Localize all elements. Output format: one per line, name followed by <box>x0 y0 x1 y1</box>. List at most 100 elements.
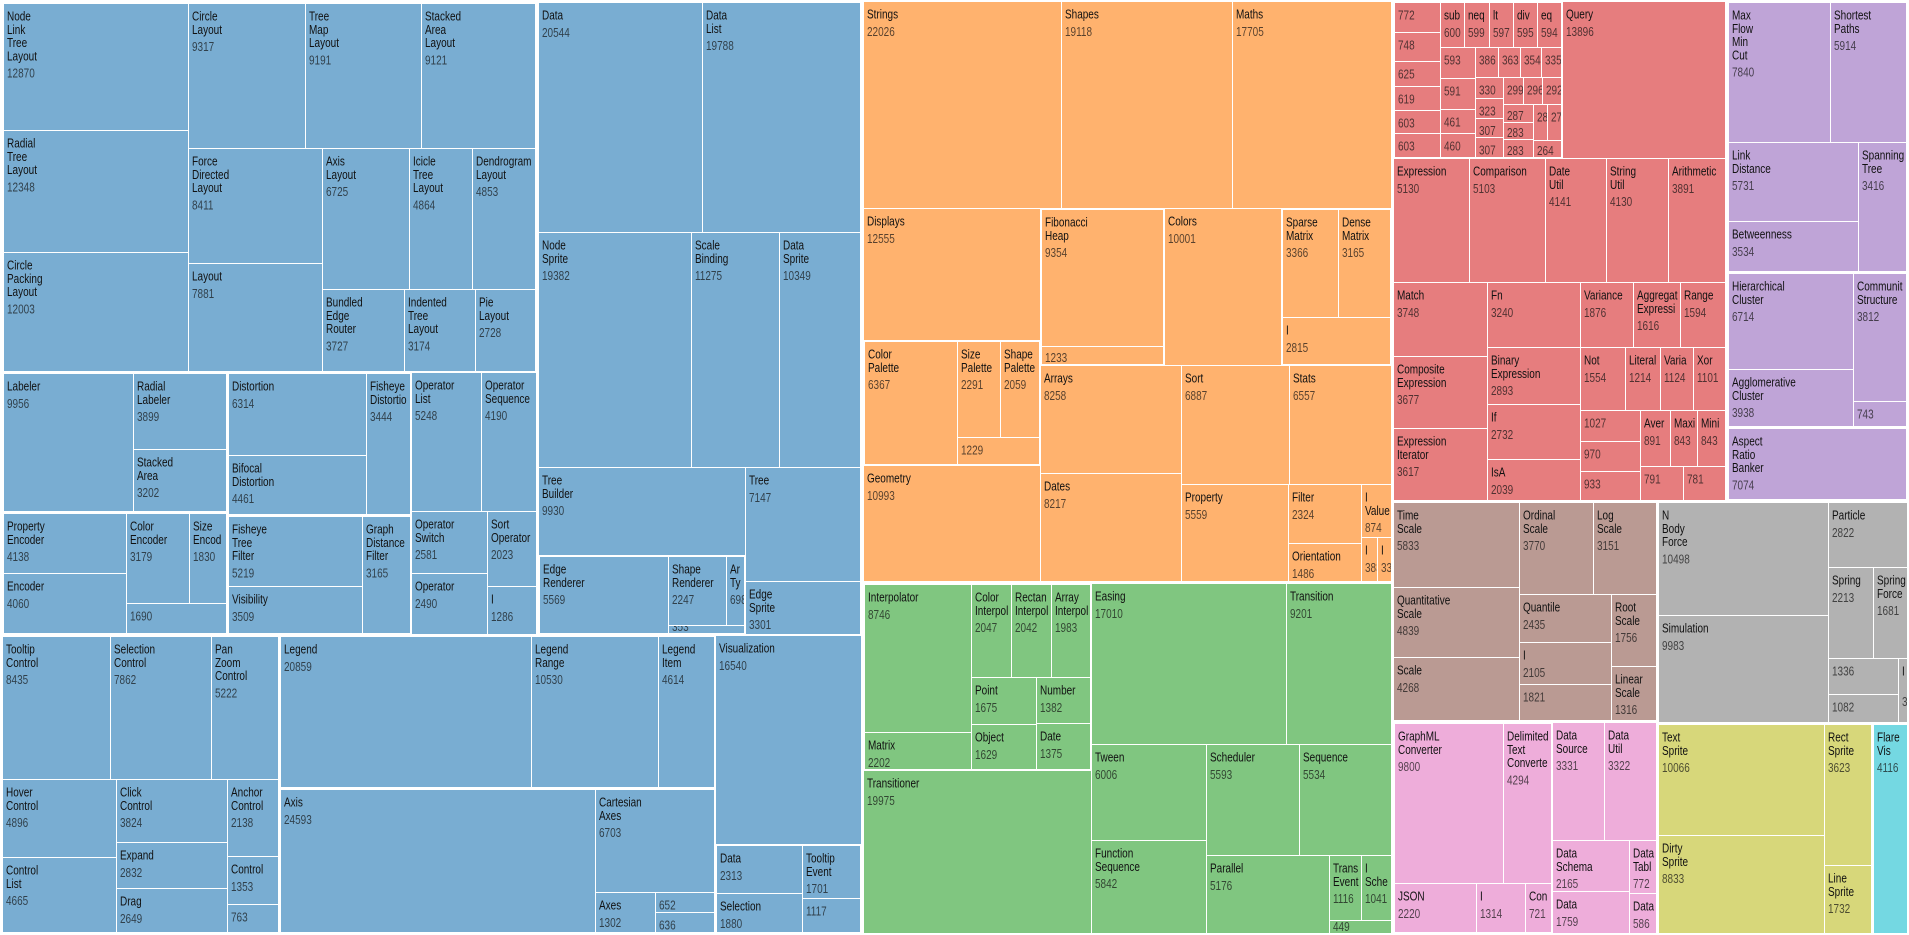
treemap-cell[interactable]: GraphDistanceFilterGraph Distance Filter 31… <box>363 517 410 633</box>
treemap-cell[interactable]: ArraysArrays 8258 <box>1041 366 1181 473</box>
treemap-cell[interactable]: FisheyeTreeFilterFisheye Tree Filter 5219 <box>229 517 362 586</box>
treemap-cell[interactable]: DragForce1082 <box>1829 695 1898 722</box>
treemap-cell[interactable]: PropertyProperty 5559 <box>1182 485 1288 581</box>
treemap-cell[interactable]: CartesianAxesCartesian Axes 6703 <box>596 790 714 892</box>
treemap-cell[interactable]: ControlListControl List 4665 <box>3 858 116 932</box>
treemap-cell[interactable]: isa461 <box>1441 110 1475 133</box>
treemap-cell[interactable]: QuantitativeScaleQuantitative Scale 4839 <box>1394 588 1519 657</box>
treemap-cell[interactable]: TransitionerTransitioner 19975 <box>864 771 1091 933</box>
treemap-cell[interactable]: SpanningTreeSpanning Tree 3416 <box>1859 143 1906 271</box>
treemap-cell[interactable]: LiteralLiteral 1214 <box>1626 348 1660 410</box>
treemap-cell[interactable]: EasingEasing 17010 <box>1092 584 1286 744</box>
treemap-cell[interactable]: max283 <box>1504 123 1533 140</box>
treemap-cell[interactable]: XorXor 1101 <box>1694 348 1725 410</box>
treemap-cell[interactable]: ShapeRendererShape Renderer 2247 <box>669 557 726 625</box>
treemap-cell[interactable]: ArrayInterpolatorArray Interpol 1983 <box>1052 585 1090 677</box>
treemap-cell[interactable]: StringUtilString Util 4130 <box>1607 159 1668 282</box>
treemap-cell[interactable]: ltlt 597 <box>1490 3 1513 47</box>
treemap-cell[interactable]: TextSpriteText Sprite 10066 <box>1659 725 1824 835</box>
treemap-cell[interactable]: OrientationOrientation 1486 <box>1289 544 1361 581</box>
treemap-cell[interactable]: OperatorSequenceOperator Sequence 4190 <box>482 373 536 511</box>
treemap-cell[interactable]: AxisGridLine652 <box>656 893 714 913</box>
treemap-cell[interactable]: RectSpriteRect Sprite 3623 <box>1825 725 1871 865</box>
treemap-cell[interactable]: SimulationSimulation 9983 <box>1659 616 1828 722</box>
treemap-cell[interactable]: OperatorListOperator List 5248 <box>412 373 481 511</box>
treemap-cell[interactable]: LinearScaleLinear Scale 1316 <box>1612 667 1656 720</box>
treemap-cell[interactable]: ScaleBindingScale Binding 11275 <box>692 233 779 467</box>
treemap-cell[interactable]: SortSort 6887 <box>1182 366 1289 484</box>
treemap-cell[interactable]: TooltipControlTooltip Control 8435 <box>3 637 110 779</box>
treemap-cell[interactable]: BetweennessCentralityBetweenness 3534 <box>1729 222 1858 271</box>
treemap-cell[interactable]: LegendItemLegend Item 4614 <box>659 637 714 787</box>
treemap-cell[interactable]: TreeBuilderTree Builder 9930 <box>539 468 745 555</box>
treemap-cell[interactable]: Or970 <box>1581 442 1640 471</box>
treemap-cell[interactable]: ColorEncoderColor Encoder 3179 <box>127 514 189 603</box>
treemap-cell[interactable]: SizePaletteSize Palette 2291 <box>958 342 1000 437</box>
treemap-cell[interactable]: DataEventData 2313 <box>717 846 802 893</box>
treemap-cell[interactable]: DelimitedTextConverterDelimited Text Conve… <box>1504 724 1551 883</box>
treemap-cell[interactable]: VariableVaria 1124 <box>1661 348 1693 410</box>
treemap-cell[interactable]: gt603 <box>1395 111 1440 133</box>
treemap-cell[interactable]: ShapeEncoder1690 <box>127 604 226 633</box>
treemap-cell[interactable]: FunctionSequenceFunction Sequence 5842 <box>1092 841 1206 933</box>
treemap-cell[interactable]: divdiv 595 <box>1514 3 1537 47</box>
treemap-cell[interactable]: xor 354 <box>1521 48 1541 77</box>
treemap-cell[interactable]: LinkDistanceLink Distance 5731 <box>1729 143 1858 221</box>
treemap-cell[interactable]: SchedulerScheduler 5593 <box>1207 745 1299 855</box>
treemap-cell[interactable]: SequenceSequence 5534 <box>1300 745 1391 855</box>
treemap-cell[interactable]: AxisAxis 24593 <box>281 790 595 932</box>
treemap-cell[interactable]: where299 <box>1504 78 1524 104</box>
treemap-cell[interactable]: FilterFilter 2324 <box>1289 485 1361 543</box>
treemap-cell[interactable]: DateInterpolatorDate 1375 <box>1037 724 1090 769</box>
treemap-cell[interactable]: OrdinalScaleOrdinal Scale 3770 <box>1520 503 1593 594</box>
treemap-cell[interactable]: VarianceVariance 1876 <box>1581 283 1633 347</box>
treemap-cell[interactable]: VisibilityFilterVisibility 3509 <box>229 587 362 633</box>
treemap-cell[interactable]: NBodyForceN Body Force 10498 <box>1659 503 1828 615</box>
treemap-cell[interactable]: ShapePaletteShape Palette 2059 <box>1001 342 1039 437</box>
treemap-cell[interactable]: TransitionEventTrans Event 1116 <box>1330 856 1361 920</box>
treemap-cell[interactable]: TooltipEventTooltip Event 1701 <box>803 846 860 898</box>
treemap-cell[interactable]: InterpolatorInterpolator 8746 <box>865 585 971 732</box>
treemap-cell[interactable]: IControl763 <box>228 905 278 932</box>
treemap-cell[interactable]: SortOperatorSort Operator 2023 <box>488 512 536 586</box>
treemap-cell[interactable]: AgglomerativeClusterAgglomerative Cluster… <box>1729 370 1853 426</box>
treemap-cell[interactable]: LegendLegend 20859 <box>281 637 531 787</box>
treemap-cell[interactable]: DataTableData Tabl 772 <box>1630 841 1656 893</box>
treemap-cell[interactable]: MatchMatch 3748 <box>1394 283 1487 356</box>
treemap-cell[interactable]: ConvertersCon 721 <box>1526 884 1551 932</box>
treemap-cell[interactable]: LegendRangeLegend Range 10530 <box>532 637 658 787</box>
treemap-cell[interactable]: RadialLabelerRadial Labeler 3899 <box>134 374 226 449</box>
treemap-cell[interactable]: MergeEdge743 <box>1854 402 1906 426</box>
treemap-cell[interactable]: GraphMLConverterGraphML Converter 9800 <box>1395 724 1503 883</box>
treemap-cell[interactable]: IRenderer353 <box>669 621 744 634</box>
treemap-cell[interactable]: IDataConverterI 1314 <box>1477 884 1525 932</box>
treemap-cell[interactable]: mod591 <box>1441 79 1475 109</box>
treemap-cell[interactable]: IEvaluableI 335 <box>1378 538 1398 581</box>
treemap-cell[interactable]: EdgeSpriteEdge Sprite 3301 <box>746 582 860 634</box>
treemap-cell[interactable]: fn460 <box>1441 134 1475 157</box>
treemap-cell[interactable]: StackedAreaLabelerStacked Area 3202 <box>134 450 226 511</box>
treemap-cell[interactable]: count277 <box>1548 105 1568 140</box>
treemap-cell[interactable]: Sum791 <box>1641 467 1683 500</box>
treemap-cell[interactable]: AggregateExpressionAggregat Expressi 1616 <box>1634 283 1680 347</box>
treemap-cell[interactable]: GeometryGeometry 10993 <box>864 466 1040 581</box>
treemap-cell[interactable]: VisualizationEvent1117 <box>803 899 860 932</box>
treemap-cell[interactable]: SparseMatrixSparse Matrix 3366 <box>1283 210 1338 317</box>
treemap-cell[interactable]: IfIf 2732 <box>1488 405 1580 459</box>
treemap-cell[interactable]: HeapNode1233 <box>1042 347 1163 365</box>
treemap-cell[interactable]: update307 <box>1476 138 1503 158</box>
treemap-cell[interactable]: IMatrixI 2815 <box>1283 318 1390 364</box>
treemap-cell[interactable]: StringsStrings 22026 <box>864 2 1061 208</box>
treemap-cell[interactable]: LabelerLabeler 9956 <box>4 374 133 511</box>
treemap-cell[interactable]: PropertyEncoderProperty Encoder 4138 <box>4 514 126 573</box>
treemap-cell[interactable]: JSONConverterJSON 2220 <box>1395 884 1476 932</box>
treemap-cell[interactable]: or323 <box>1476 99 1503 119</box>
treemap-cell[interactable]: SelectionControlSelection Control 7862 <box>111 637 211 779</box>
treemap-cell[interactable]: Pause449 <box>1330 921 1391 934</box>
treemap-cell[interactable]: FibonacciHeapFibonacci Heap 9354 <box>1042 210 1163 346</box>
treemap-cell[interactable]: SelectionEventSelection 1880 <box>717 894 802 932</box>
treemap-cell[interactable]: DendrogramLayoutDendrogram Layout 4853 <box>473 149 535 289</box>
treemap-cell[interactable]: EdgeRendererEdge Renderer 5569 <box>540 557 668 633</box>
treemap-cell[interactable]: RectangleInterpolatorRectan Interpol 2042 <box>1012 585 1051 677</box>
treemap-cell[interactable]: OperatorOperator 2490 <box>412 574 487 634</box>
